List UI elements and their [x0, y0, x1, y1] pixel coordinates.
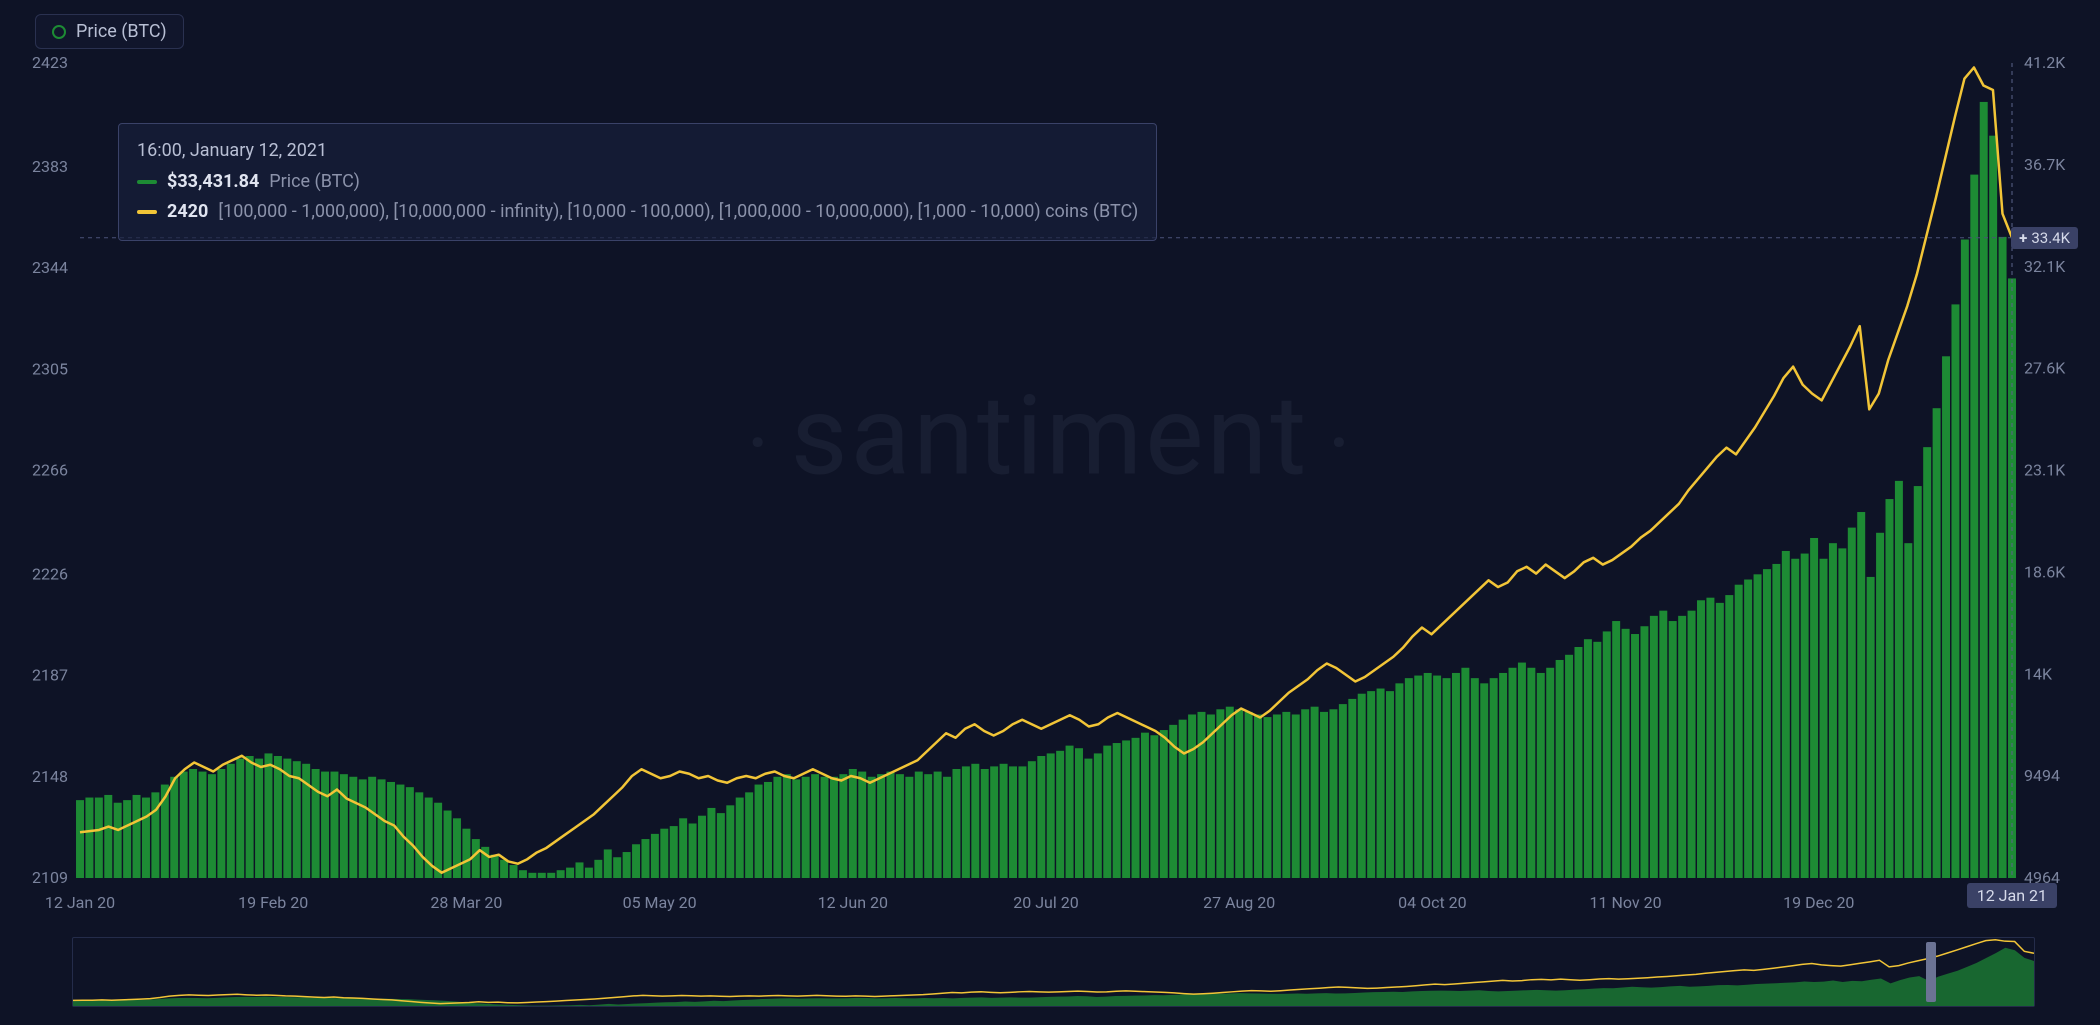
svg-text:2305: 2305 — [32, 359, 68, 378]
brush-svg — [73, 938, 2034, 1006]
chart-tooltip: 16:00, January 12, 2021 $33,431.84 Price… — [118, 123, 1157, 241]
tooltip-swatch-icon — [137, 180, 157, 184]
svg-text:27.6K: 27.6K — [2024, 359, 2066, 378]
svg-text:2423: 2423 — [32, 55, 68, 72]
svg-text:12 Jun 20: 12 Jun 20 — [818, 893, 888, 912]
svg-text:2226: 2226 — [32, 564, 68, 583]
chart-container: Price (BTC) santiment 210921482187222622… — [0, 0, 2100, 1025]
brush-handle-right[interactable] — [1926, 942, 1936, 1002]
tooltip-value: $33,431.84 — [167, 167, 259, 198]
legend-dot-icon — [52, 25, 66, 39]
svg-text:05 May 20: 05 May 20 — [623, 893, 697, 912]
legend-chip-label: Price (BTC) — [76, 21, 167, 42]
tooltip-row-metric: 2420 [100,000 - 1,000,000), [10,000,000 … — [137, 197, 1138, 228]
tooltip-value: 2420 — [167, 197, 208, 228]
svg-text:18.6K: 18.6K — [2024, 562, 2066, 581]
x-axis-highlight-badge: 12 Jan 21 — [1967, 883, 2057, 908]
svg-text:11 Nov 20: 11 Nov 20 — [1590, 893, 1662, 912]
svg-text:19 Dec 20: 19 Dec 20 — [1783, 893, 1854, 912]
svg-text:27 Aug 20: 27 Aug 20 — [1203, 893, 1275, 912]
svg-text:2109: 2109 — [32, 868, 68, 887]
x-axis-highlight-value: 12 Jan 21 — [1977, 886, 2047, 905]
plus-icon: + — [2019, 229, 2027, 247]
svg-text:2148: 2148 — [32, 767, 68, 786]
svg-text:20 Jul 20: 20 Jul 20 — [1013, 893, 1078, 912]
svg-text:14K: 14K — [2024, 664, 2053, 683]
svg-text:36.7K: 36.7K — [2024, 155, 2066, 174]
tooltip-label: Price (BTC) — [269, 167, 360, 198]
right-axis-highlight-value: 33.4K — [2031, 229, 2070, 247]
svg-text:28 Mar 20: 28 Mar 20 — [430, 893, 502, 912]
svg-text:9494: 9494 — [2024, 766, 2060, 785]
tooltip-label: [100,000 - 1,000,000), [10,000,000 - inf… — [218, 197, 1138, 228]
tooltip-row-price: $33,431.84 Price (BTC) — [137, 167, 1138, 198]
svg-text:04 Oct 20: 04 Oct 20 — [1398, 893, 1467, 912]
time-brush[interactable] — [72, 937, 2035, 1007]
svg-text:23.1K: 23.1K — [2024, 461, 2066, 480]
tooltip-timestamp: 16:00, January 12, 2021 — [137, 136, 327, 167]
svg-text:2187: 2187 — [32, 666, 68, 685]
svg-text:2383: 2383 — [32, 157, 68, 176]
svg-text:12 Jan 20: 12 Jan 20 — [45, 893, 115, 912]
tooltip-swatch-icon — [137, 210, 157, 214]
legend-chip-price[interactable]: Price (BTC) — [35, 14, 184, 49]
main-chart[interactable]: santiment 210921482187222622662305234423… — [20, 55, 2080, 920]
svg-text:2266: 2266 — [32, 461, 68, 480]
svg-text:2344: 2344 — [32, 258, 68, 277]
svg-text:32.1K: 32.1K — [2024, 257, 2066, 276]
svg-text:19 Feb 20: 19 Feb 20 — [238, 893, 308, 912]
svg-text:41.2K: 41.2K — [2024, 55, 2066, 72]
right-axis-highlight-badge[interactable]: + 33.4K — [2011, 227, 2078, 249]
